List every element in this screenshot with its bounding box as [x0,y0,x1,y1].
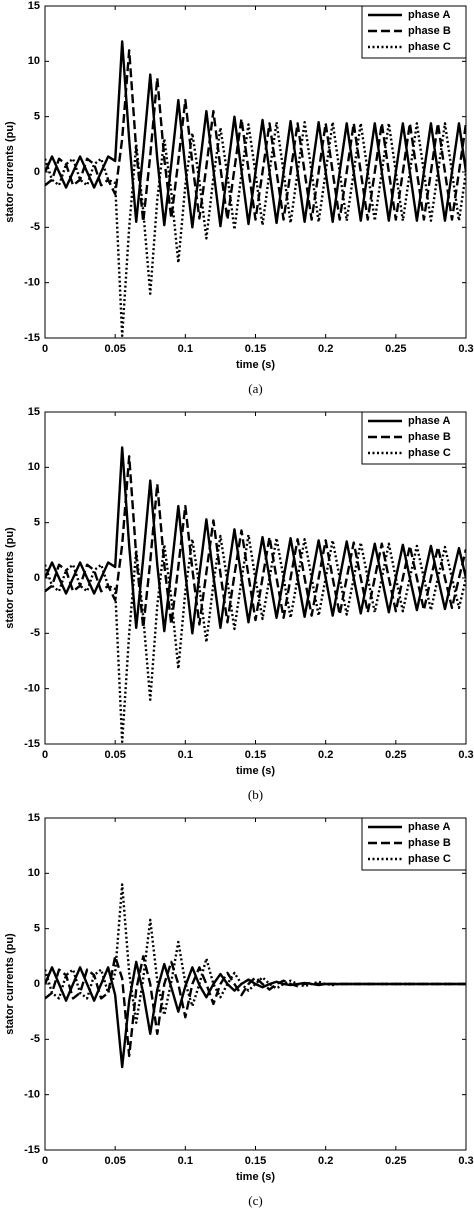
x-tick-label: 0.2 [318,1155,333,1167]
caption: (c) [248,1193,262,1208]
legend-box [361,5,467,59]
y-tick-label: 10 [28,55,40,67]
y-axis-label: stator currents (pu) [4,527,16,629]
legend-label: phase C [408,41,451,53]
subplot: 0 0.05 0.1 0.15 0.2 0.25 0.3 -15 -10 -5 0 5 10 15 time… [4,0,474,396]
y-tick-label: -5 [30,627,40,639]
caption: (a) [248,381,262,396]
x-tick-label: 0.05 [104,749,125,761]
x-tick-label: 0.3 [458,343,473,355]
x-tick-label: 0.1 [178,1155,193,1167]
x-tick-label: 0 [42,749,48,761]
series-line [45,533,466,743]
x-tick-label: 0.15 [245,343,266,355]
subplot: 0 0.05 0.1 0.15 0.2 0.25 0.3 -15 -10 -5 0 5 10 15 time… [4,812,474,1208]
x-tick-label: 0 [42,1155,48,1167]
y-tick-label: -5 [30,221,40,233]
y-axis-label: stator currents (pu) [4,933,16,1035]
x-tick-label: 0.1 [178,343,193,355]
y-tick-label: 15 [28,812,40,824]
y-tick-label: 15 [28,0,40,12]
y-tick-label: 0 [34,978,40,990]
series-line [45,40,466,229]
x-tick-label: 0.25 [385,343,406,355]
y-tick-label: 5 [34,923,40,935]
y-tick-label: 15 [28,406,40,418]
legend-label: phase B [408,837,451,849]
series-line [45,883,466,1024]
legend-label: phase A [408,821,450,833]
legend-label: phase A [408,9,450,21]
y-tick-label: 0 [34,572,40,584]
y-tick-label: -10 [24,1089,40,1101]
x-tick-label: 0.25 [385,1155,406,1167]
x-tick-label: 0.25 [385,749,406,761]
y-axis-label: stator currents (pu) [4,121,16,223]
legend-label: phase B [408,25,451,37]
series-line [45,121,466,337]
x-axis-label: time (s) [236,359,275,371]
y-tick-label: -10 [24,683,40,695]
y-tick-label: -15 [24,332,40,344]
y-tick-label: 10 [28,461,40,473]
y-tick-label: -5 [30,1033,40,1045]
x-tick-label: 0.15 [245,1155,266,1167]
legend-label: phase C [408,447,451,459]
x-tick-label: 0 [42,343,48,355]
x-tick-label: 0.3 [458,1155,473,1167]
x-tick-label: 0.3 [458,749,473,761]
caption: (b) [248,787,263,802]
y-tick-label: -10 [24,277,40,289]
x-tick-label: 0.2 [318,343,333,355]
y-tick-label: 0 [34,166,40,178]
series-group [45,883,466,1069]
y-tick-label: 5 [34,517,40,529]
legend-label: phase B [408,431,451,443]
series-group [45,446,466,743]
subplot: 0 0.05 0.1 0.15 0.2 0.25 0.3 -15 -10 -5 0 5 10 15 time… [4,406,474,802]
x-tick-label: 0.15 [245,749,266,761]
y-tick-label: -15 [24,1144,40,1156]
x-tick-label: 0.05 [104,1155,125,1167]
series-line [45,455,466,629]
legend-label: phase C [408,853,451,865]
x-axis-label: time (s) [236,1171,275,1183]
x-axis-label: time (s) [236,765,275,777]
x-tick-label: 0.1 [178,749,193,761]
x-tick-label: 0.05 [104,343,125,355]
y-tick-label: -15 [24,738,40,750]
y-tick-label: 10 [28,867,40,879]
x-tick-label: 0.2 [318,749,333,761]
series-group [45,40,466,337]
y-tick-label: 5 [34,111,40,123]
legend-label: phase A [408,415,450,427]
series-line [45,49,466,223]
